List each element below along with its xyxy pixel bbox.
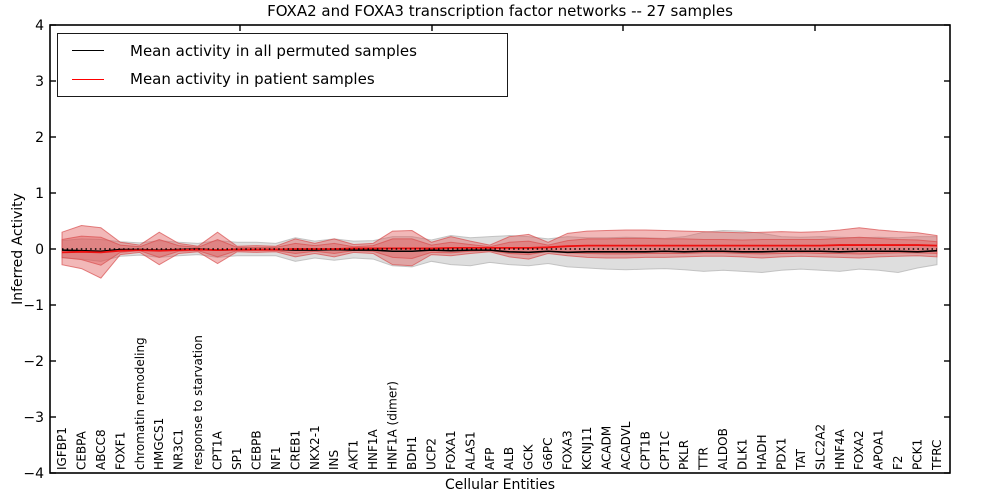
x-tick-label: CPT1C: [658, 431, 672, 470]
x-tick-label: SLC2A2: [813, 424, 827, 470]
x-tick-label: ALB: [502, 447, 516, 470]
y-tick-label: −2: [23, 354, 44, 370]
legend-item-label: Mean activity in all permuted samples: [130, 41, 417, 60]
x-tick-label: HNF1A (dimer): [386, 381, 400, 470]
x-tick-label: CPT1A: [211, 430, 225, 470]
x-tick-label: AKT1: [347, 440, 361, 470]
y-tick-label: −4: [23, 466, 44, 482]
x-tick-label: ACADVL: [619, 421, 633, 470]
x-tick-label: NR3C1: [172, 429, 186, 470]
x-tick-label: CREB1: [288, 430, 302, 470]
y-tick-label: −1: [23, 298, 44, 314]
x-tick-label: DLK1: [736, 439, 750, 470]
y-tick-label: 2: [35, 130, 44, 146]
x-tick-label: ACADM: [599, 426, 613, 470]
x-tick-label: SP1: [230, 448, 244, 471]
chart-title: FOXA2 and FOXA3 transcription factor net…: [267, 2, 733, 20]
x-axis-label: Cellular Entities: [444, 477, 556, 493]
x-tick-label: NKX2-1: [308, 425, 322, 470]
x-tick-label: BDH1: [405, 436, 419, 470]
x-tick-label: NF1: [269, 446, 283, 470]
x-tick-label: FOXA2: [852, 430, 866, 470]
legend-item-label: Mean activity in patient samples: [130, 70, 375, 89]
x-tick-label: CEBPA: [74, 430, 88, 470]
y-tick-label: 0: [35, 242, 44, 258]
x-tick-label: TTR: [697, 447, 711, 471]
y-tick-label: 1: [35, 186, 44, 202]
x-tick-label: HNF1A: [366, 428, 380, 470]
x-tick-label: PCK1: [911, 439, 925, 470]
x-tick-label: PDX1: [774, 438, 788, 470]
x-tick-label: ALDOB: [716, 428, 730, 470]
x-tick-label: KCNJ11: [580, 427, 594, 470]
x-tick-label: HADH: [755, 435, 769, 471]
x-tick-label: AFP: [483, 448, 497, 470]
legend-item-permuted: Mean activity in all permuted samples: [66, 37, 499, 64]
x-tick-label: PKLR: [677, 440, 691, 470]
x-tick-label: CEBPB: [249, 430, 263, 470]
x-tick-label: G6PC: [541, 437, 555, 470]
patient-mean-line: [61, 244, 938, 254]
x-tick-label: FOXA3: [561, 430, 575, 470]
x-tick-label: HNF4A: [833, 428, 847, 470]
x-tick-label: GCK: [522, 443, 536, 470]
x-tick-label: ABCC8: [94, 429, 108, 470]
x-tick-label: response to starvation: [191, 335, 205, 470]
red-line-swatch-icon: [72, 78, 104, 80]
black-line-swatch-icon: [72, 50, 104, 52]
x-tick-label: ALAS1: [463, 431, 477, 470]
x-tick-label: TFRC: [930, 440, 944, 471]
x-tick-label: F2: [891, 455, 905, 470]
legend: Mean activity in all permuted samples Me…: [57, 33, 508, 97]
legend-item-patient: Mean activity in patient samples: [66, 66, 499, 93]
x-tick-label: APOA1: [872, 429, 886, 470]
x-tick-label: FOXF1: [113, 432, 127, 470]
y-tick-label: 4: [35, 18, 44, 34]
x-tick-label: FOXA1: [444, 430, 458, 470]
x-tick-label: UCP2: [424, 438, 438, 470]
x-tick-label: IGFBP1: [55, 427, 69, 470]
x-tick-label: INS: [327, 450, 341, 470]
x-tick-label: HMGCS1: [152, 418, 166, 470]
x-tick-label: chromatin remodeling: [133, 337, 147, 470]
y-tick-label: −3: [23, 410, 44, 426]
x-tick-label: TAT: [794, 448, 808, 471]
y-tick-label: 3: [35, 74, 44, 90]
x-tick-label: CPT1B: [638, 431, 652, 470]
